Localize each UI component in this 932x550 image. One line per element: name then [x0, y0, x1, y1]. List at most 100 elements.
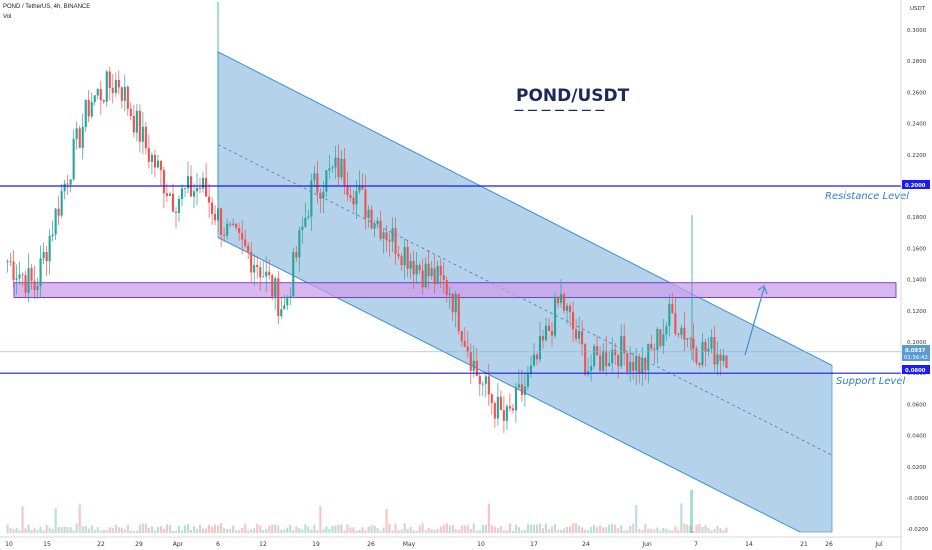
candle-body — [262, 276, 265, 278]
candle-body — [202, 177, 205, 189]
candle-body — [623, 336, 626, 354]
candle-body — [713, 337, 716, 365]
y-tick-label: 0.2800 — [907, 59, 927, 65]
candlesticks — [6, 2, 728, 434]
volume-bar — [632, 523, 635, 533]
candle-body — [277, 278, 280, 316]
volume-bar — [283, 529, 286, 533]
volume-bar — [575, 523, 578, 533]
volume-bar — [244, 523, 247, 533]
volume-bar — [337, 524, 340, 533]
volume-bar — [659, 530, 662, 533]
candle-body — [683, 327, 686, 340]
candle-body — [563, 294, 566, 311]
candle-body — [608, 363, 611, 367]
y-tick-label: 0.1000 — [907, 340, 927, 346]
volume-bar — [316, 530, 319, 533]
volume-bar — [566, 526, 569, 533]
y-tick-label: -0.0200 — [907, 527, 929, 533]
volume-bar — [217, 525, 220, 533]
volume-bar — [608, 524, 611, 533]
volume-bar — [259, 525, 262, 533]
candle-body — [427, 263, 430, 277]
volume-bar — [165, 524, 169, 533]
volume-bar — [42, 530, 45, 533]
x-tick-label: 15 — [43, 541, 51, 548]
arrow-shaft — [744, 287, 765, 356]
volume-bar — [478, 530, 481, 533]
candle-body — [611, 349, 614, 364]
volume-bar — [99, 530, 102, 533]
candle-body — [265, 271, 268, 277]
candle-body — [575, 329, 578, 339]
x-tick-label: 22 — [97, 541, 105, 548]
candle-body — [325, 170, 328, 192]
volume-bar — [162, 529, 166, 533]
candle-body — [153, 154, 157, 168]
candle-body — [156, 160, 160, 168]
volume-bar — [557, 529, 560, 533]
volume-bar — [325, 526, 328, 533]
volume-bar — [412, 530, 415, 533]
volume-bar — [355, 530, 358, 533]
candle-body — [274, 278, 277, 297]
volume-bar — [274, 524, 277, 533]
candle-body — [701, 341, 704, 365]
volume-bar — [584, 529, 587, 533]
candle-body — [581, 331, 584, 345]
volume-bar — [487, 503, 490, 533]
candle-body — [310, 180, 313, 217]
volume-bar — [241, 527, 244, 533]
volume-bar — [596, 527, 599, 533]
candle-body — [415, 264, 418, 275]
volume-bar — [295, 526, 298, 533]
candle-body — [117, 80, 120, 88]
candle-body — [150, 154, 154, 162]
candle-body — [126, 86, 129, 109]
candle-body — [584, 344, 587, 375]
y-tick-label: 0.0800 — [907, 371, 927, 377]
candle-body — [364, 189, 367, 218]
candle-body — [499, 396, 502, 411]
volume-bar — [60, 527, 63, 533]
volume-bar — [144, 523, 147, 533]
channel-midline — [217, 144, 833, 456]
volume-bar — [27, 524, 30, 533]
candle-body — [250, 251, 253, 273]
candle-body — [430, 268, 433, 277]
candle-body — [283, 305, 286, 310]
volume-bar — [187, 523, 190, 533]
volume-bar — [132, 530, 135, 533]
volume-bar — [271, 524, 274, 533]
candle-body — [223, 234, 226, 236]
volume-bar — [63, 526, 66, 533]
volume-bar — [626, 530, 629, 533]
candle-body — [569, 305, 572, 313]
volume-bar — [96, 527, 99, 533]
candle-body — [90, 102, 93, 117]
candle-body — [171, 193, 175, 212]
candle-body — [159, 160, 163, 170]
volume-bar — [45, 525, 48, 533]
volume-bar — [141, 523, 144, 533]
candle-body — [123, 86, 126, 101]
volume-bar — [620, 525, 623, 533]
volume-bar — [722, 530, 725, 533]
volume-bar — [265, 528, 268, 533]
volume-bar — [430, 529, 433, 533]
volume-bar — [262, 530, 265, 533]
volume-bar — [587, 530, 590, 533]
volume-bar — [554, 524, 557, 533]
volume-bar — [713, 528, 716, 533]
volume-bar — [226, 529, 229, 533]
candle-body — [617, 355, 620, 367]
volume-bar — [469, 529, 472, 533]
volume-bar — [277, 525, 280, 533]
volume-bar — [33, 528, 36, 533]
candle-body — [578, 331, 581, 339]
candle-body — [710, 337, 713, 349]
volume-bar — [590, 527, 593, 533]
candle-body — [481, 383, 484, 385]
candle-body — [253, 264, 256, 273]
